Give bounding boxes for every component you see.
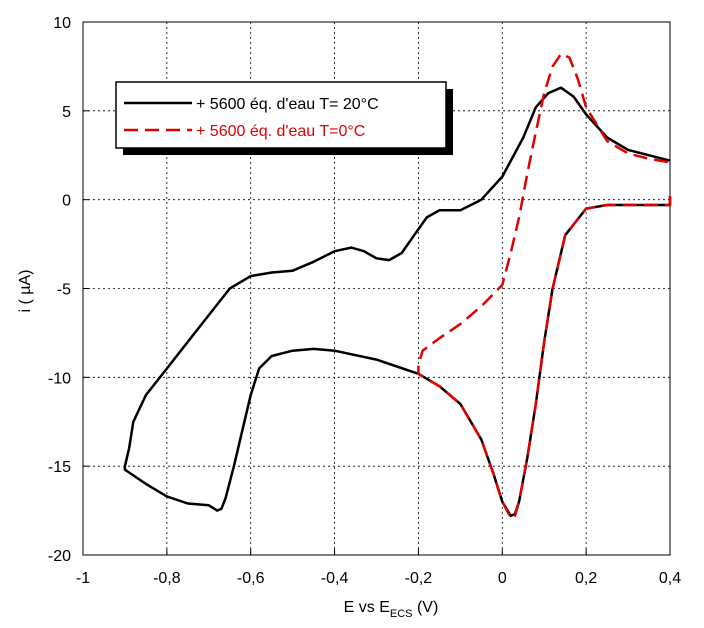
- x-tick-label: 0: [498, 570, 507, 587]
- x-axis-title-subscript: ECS: [390, 608, 413, 620]
- legend-label-series-1: + 5600 éq. d'eau T= 20°C: [196, 96, 379, 113]
- y-tick-label: 0: [62, 193, 71, 210]
- tick-labels: -1 -0,8 -0,6 -0,4 -0,2 0 0,2 0,4 10 5 0 -5 -10 -15 -20: [48, 15, 681, 587]
- y-tick-label: -15: [48, 459, 71, 476]
- x-tick-label: -1: [76, 570, 90, 587]
- legend-box: [115, 81, 447, 149]
- x-axis-title: E vs EECS (V): [344, 599, 439, 620]
- series-line-2: [417, 52, 672, 519]
- x-tick-label: -0,2: [405, 570, 433, 587]
- x-tick-label: -0,4: [321, 570, 349, 587]
- legend: + 5600 éq. d'eau T= 20°C + 5600 éq. d'ea…: [115, 81, 453, 155]
- x-axis-title-unit: (V): [413, 599, 439, 616]
- grid-lines: [83, 22, 670, 555]
- x-axis-title-main: E vs E: [344, 599, 390, 616]
- y-axis-title: i ( µA): [17, 270, 34, 313]
- x-tick-label: 0,4: [659, 570, 681, 587]
- y-tick-label: 5: [62, 104, 71, 121]
- legend-label-series-2: + 5600 éq. d'eau T=0°C: [196, 123, 365, 140]
- x-tick-label: 0,2: [575, 570, 597, 587]
- x-tick-label: -0,8: [153, 570, 181, 587]
- x-tick-label: -0,6: [237, 570, 265, 587]
- axis-ticks: [82, 21, 671, 556]
- y-tick-label: 10: [53, 15, 71, 32]
- y-tick-label: -10: [48, 370, 71, 387]
- y-tick-label: -5: [57, 282, 71, 299]
- y-tick-label: -20: [48, 548, 71, 565]
- series-line-1: [123, 86, 672, 518]
- series-layer: [123, 52, 672, 519]
